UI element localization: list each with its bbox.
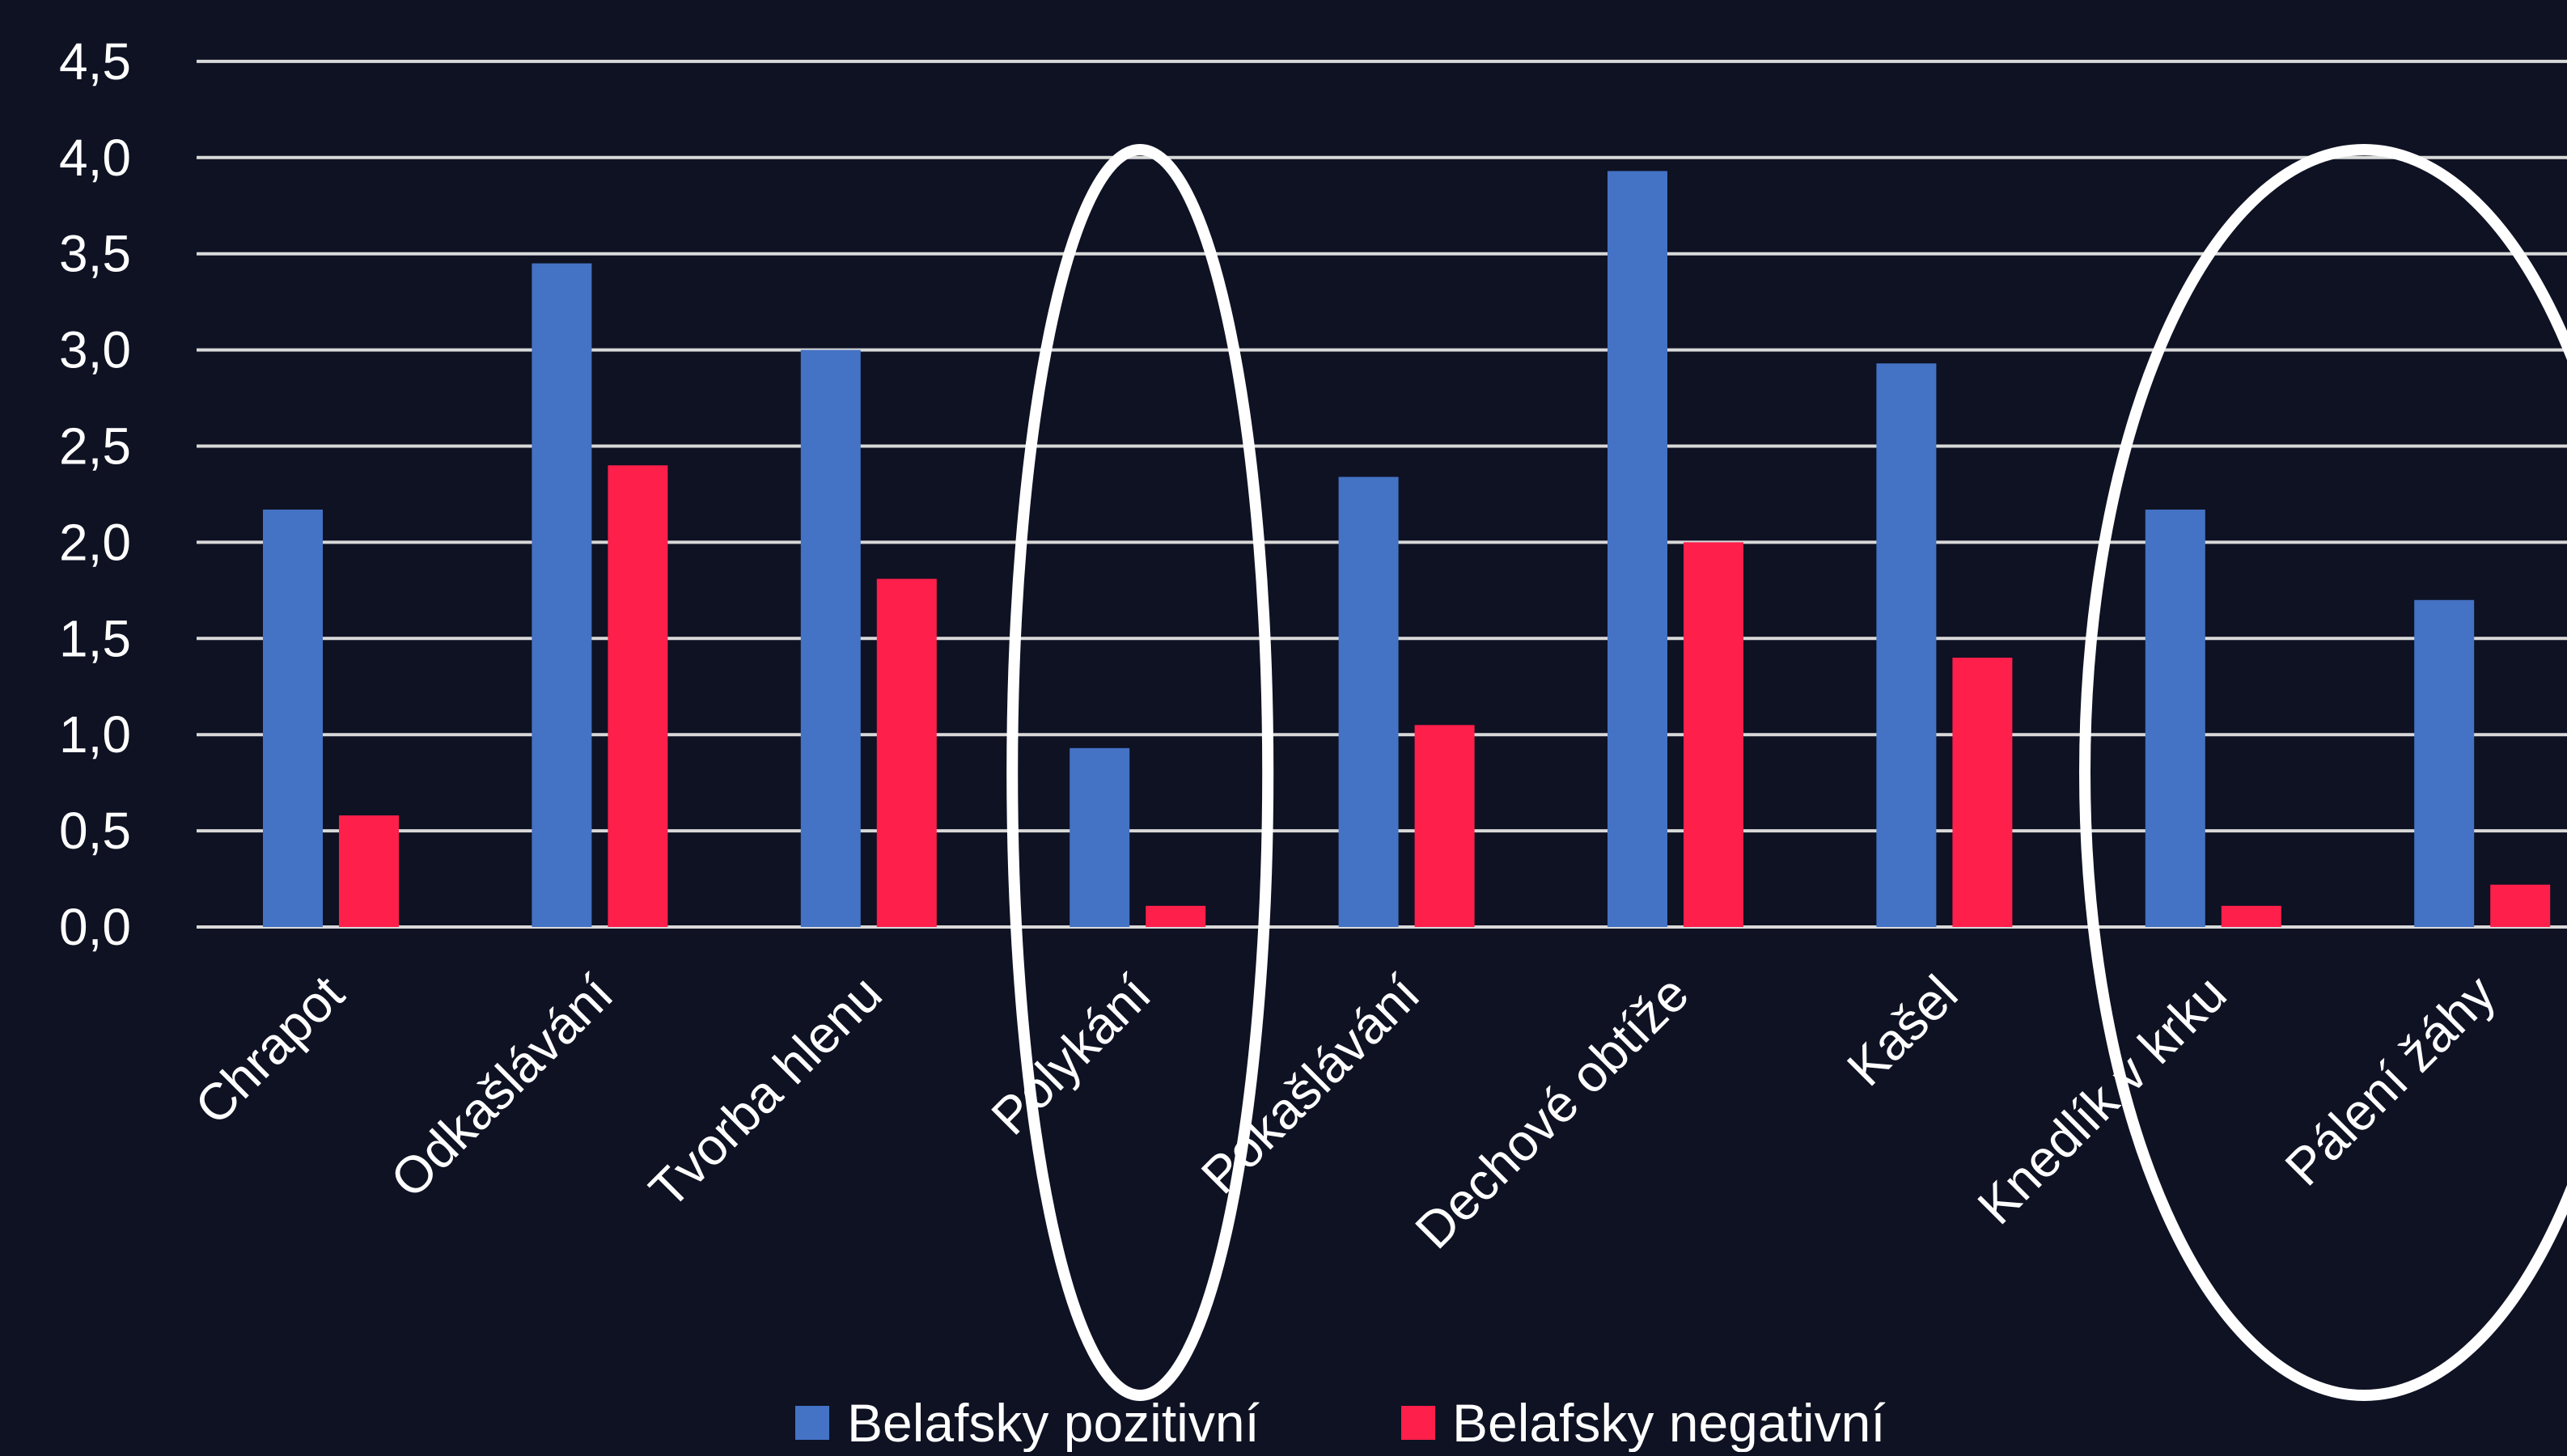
y-tick-label: 2,0 bbox=[59, 513, 131, 571]
bar-pozitivni bbox=[800, 349, 861, 928]
x-category-label: Dechové obtíže bbox=[1404, 964, 1700, 1259]
x-category-label: Tvorba hlenu bbox=[638, 964, 893, 1219]
bar-negativni bbox=[1146, 905, 1206, 927]
bar-pozitivni bbox=[2145, 509, 2205, 927]
bar-pozitivni bbox=[1876, 363, 1937, 928]
bar-pozitivni bbox=[1070, 747, 1130, 927]
x-category-label: Polykání bbox=[981, 964, 1163, 1146]
bars bbox=[263, 171, 2551, 928]
y-tick-label: 0,0 bbox=[59, 898, 131, 956]
bar-negativni bbox=[876, 578, 937, 927]
y-axis-tick-labels: 0,0 0,5 1,0 1,5 2,0 2,5 3,0 3,5 4,0 4,5 bbox=[59, 32, 131, 956]
bar-negativni bbox=[2221, 905, 2281, 927]
highlight-ellipse-knedlik-paleni bbox=[2079, 144, 2567, 1401]
bar-pozitivni bbox=[532, 263, 592, 928]
y-tick-label: 4,5 bbox=[59, 32, 131, 91]
highlight-ellipse-polykani bbox=[1006, 144, 1274, 1401]
legend: Belafsky pozitivní Belafsky negativní bbox=[795, 1393, 1886, 1453]
bar-negativni bbox=[1684, 542, 1743, 927]
x-category-label: Kašel bbox=[1836, 964, 1968, 1097]
legend-swatch-pozitivni bbox=[795, 1406, 829, 1440]
bar-negativni bbox=[1952, 658, 2013, 927]
bar-negativni bbox=[1414, 725, 1475, 927]
bar-negativni bbox=[608, 465, 668, 927]
y-tick-label: 4,0 bbox=[59, 129, 131, 187]
highlight-ellipses bbox=[1006, 144, 2567, 1401]
bar-pozitivni bbox=[263, 509, 323, 927]
legend-label-negativni: Belafsky negativní bbox=[1452, 1393, 1886, 1452]
bar-negativni bbox=[339, 815, 399, 927]
x-axis-category-labels: Chrapot Odkašlávání Tvorba hlenu Polykání Po… bbox=[184, 964, 2506, 1260]
x-category-label: Chrapot bbox=[184, 964, 355, 1136]
legend-swatch-negativni bbox=[1401, 1406, 1435, 1440]
x-category-label: Pálení žáhy bbox=[2274, 964, 2506, 1196]
bar-negativni bbox=[2490, 884, 2551, 927]
y-tick-label: 3,5 bbox=[59, 225, 131, 283]
y-tick-label: 0,5 bbox=[59, 802, 131, 860]
y-tick-label: 1,0 bbox=[59, 705, 131, 764]
bar-pozitivni bbox=[2414, 599, 2475, 927]
y-tick-label: 2,5 bbox=[59, 417, 131, 476]
legend-label-pozitivni: Belafsky pozitivní bbox=[847, 1393, 1260, 1452]
bar-pozitivni bbox=[1608, 171, 1667, 928]
bar-pozitivni bbox=[1338, 476, 1399, 927]
x-category-label: Pokašlávání bbox=[1190, 964, 1431, 1205]
y-tick-label: 3,0 bbox=[59, 321, 131, 379]
x-category-label: Odkašlávání bbox=[379, 964, 625, 1209]
y-tick-label: 1,5 bbox=[59, 609, 131, 667]
